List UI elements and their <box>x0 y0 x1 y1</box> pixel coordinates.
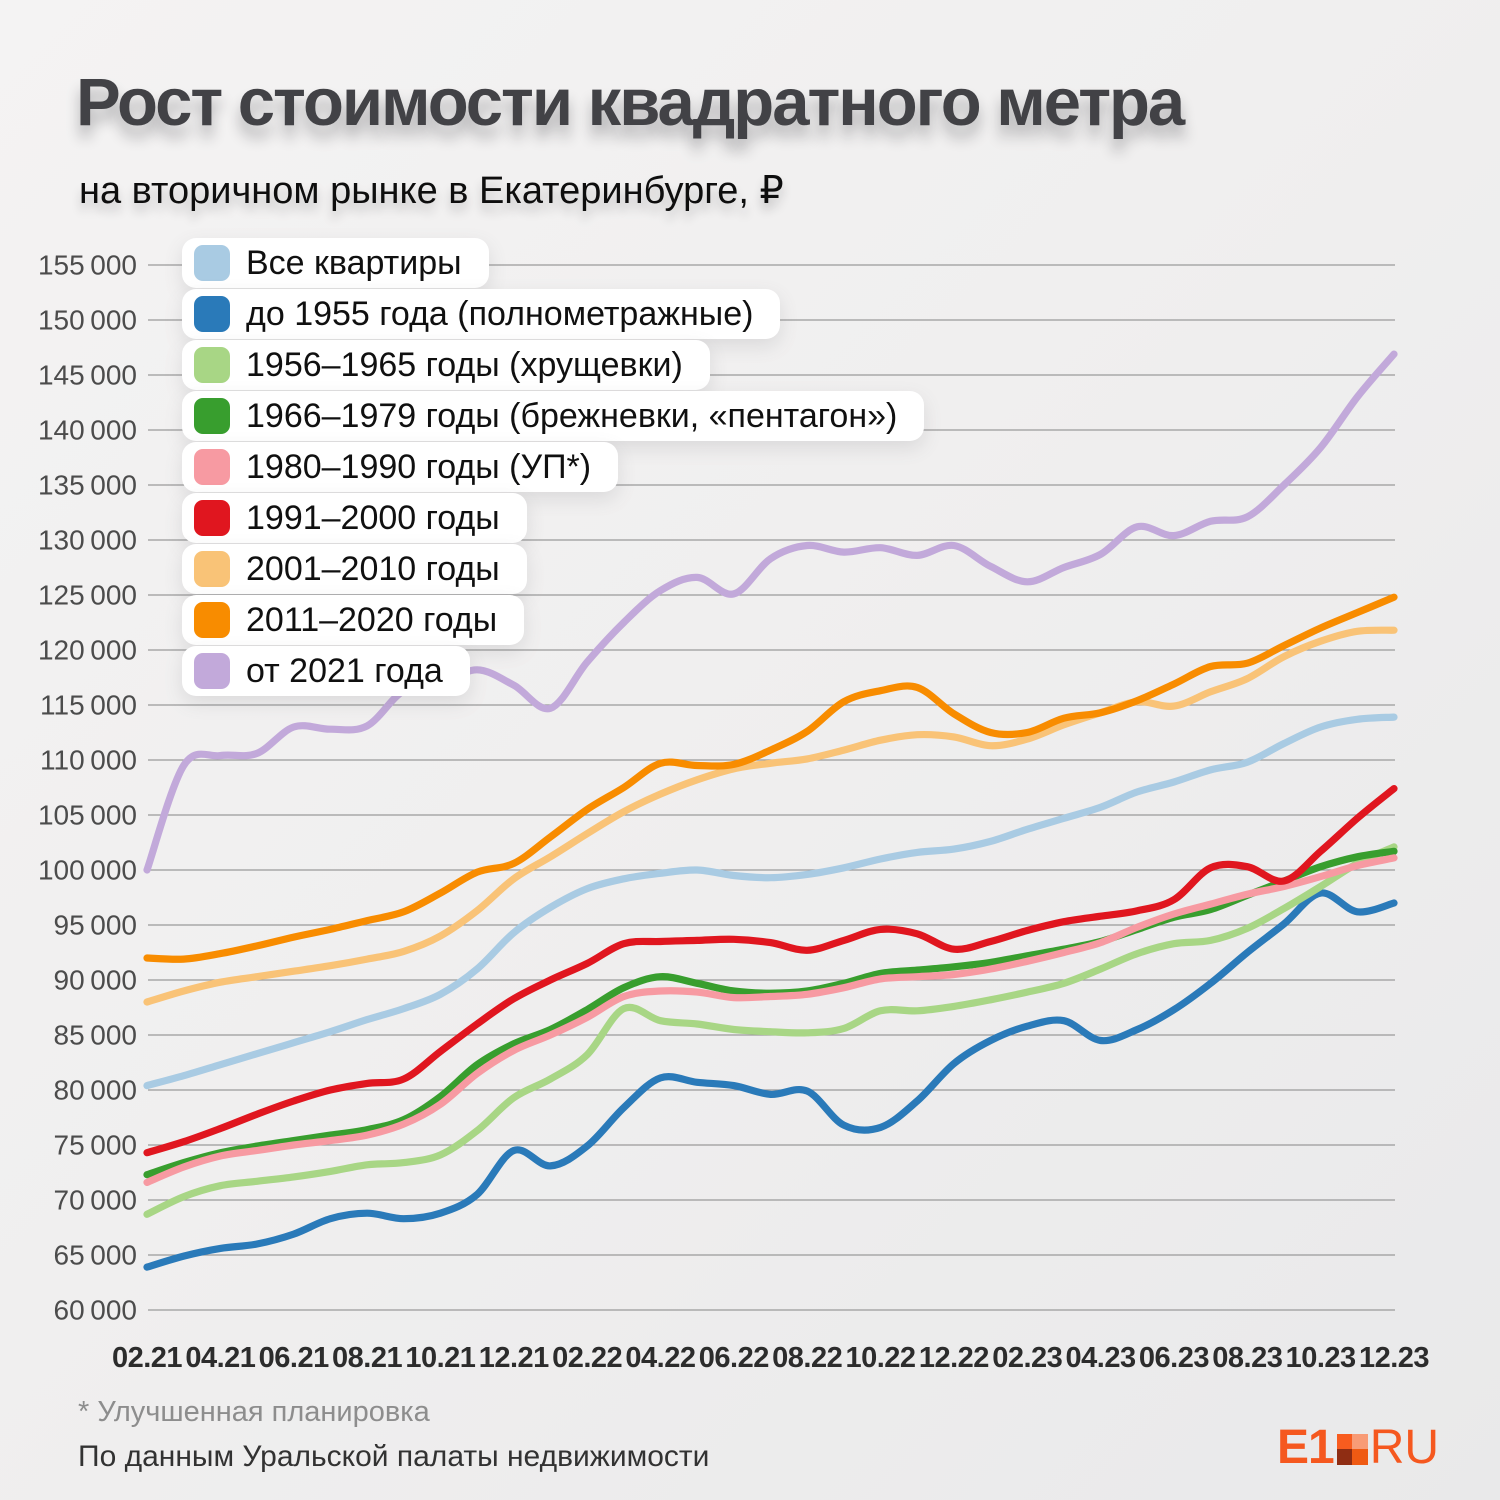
legend-swatch <box>194 449 230 485</box>
x-axis-label: 08.23 <box>1212 1342 1282 1374</box>
series-line-1 <box>143 889 1398 1271</box>
logo-square-quadrant <box>1352 1433 1368 1449</box>
y-axis-label: 130 000 <box>38 525 137 556</box>
x-axis-label: 02.21 <box>112 1342 182 1374</box>
logo-square-quadrant <box>1336 1449 1353 1465</box>
y-axis-label: 155 000 <box>38 250 137 281</box>
series-line-7 <box>143 593 1398 963</box>
y-axis-label: 90 000 <box>54 965 137 996</box>
series-line-5 <box>143 785 1398 1157</box>
x-axis-label: 08.21 <box>332 1342 402 1374</box>
y-axis-label: 135 000 <box>38 470 137 501</box>
x-axis-label: 12.21 <box>479 1342 549 1374</box>
legend-swatch <box>194 602 230 638</box>
y-axis-label: 140 000 <box>38 415 137 446</box>
y-axis-label: 60 000 <box>54 1295 137 1326</box>
series-line-8 <box>143 350 1398 874</box>
series-line-0 <box>143 713 1398 1090</box>
legend-swatch <box>194 551 230 587</box>
legend-swatch <box>194 653 230 689</box>
legend-swatch <box>194 296 230 332</box>
logo-square-icon <box>1336 1433 1368 1465</box>
y-axis-label: 120 000 <box>38 635 137 666</box>
x-axis-label: 10.23 <box>1286 1342 1356 1374</box>
x-axis-label: 12.22 <box>919 1342 989 1374</box>
legend-item: 2001–2010 годы <box>182 544 527 594</box>
y-axis-label: 95 000 <box>54 910 137 941</box>
x-axis-label: 12.23 <box>1359 1342 1429 1374</box>
legend-label: 2011–2020 годы <box>246 601 498 639</box>
y-axis-label: 150 000 <box>38 305 137 336</box>
y-axis-label: 75 000 <box>54 1130 137 1161</box>
legend-label: от 2021 года <box>246 652 443 690</box>
legend-item: до 1955 года (полнометражные) <box>182 289 781 339</box>
x-axis-label: 04.23 <box>1066 1342 1136 1374</box>
series-line-3 <box>143 847 1398 1179</box>
series-line-6 <box>143 626 1398 1006</box>
y-axis-label: 105 000 <box>38 800 137 831</box>
legend-item: 1991–2000 годы <box>182 493 527 543</box>
y-axis-label: 100 000 <box>38 855 137 886</box>
x-axis-label: 04.21 <box>185 1342 255 1374</box>
e1ru-logo: E1 RU <box>1277 1420 1439 1475</box>
chart-legend: Все квартиры до 1955 года (полнометражные… <box>182 238 925 697</box>
legend-label: 2001–2010 годы <box>246 550 500 588</box>
legend-item: 1956–1965 годы (хрущевки) <box>182 340 710 390</box>
logo-e1-text: E1 <box>1277 1421 1335 1474</box>
y-axis-label: 85 000 <box>54 1020 137 1051</box>
footnote-improved-layout: * Улучшенная планировка <box>78 1396 430 1428</box>
page-title: Рост стоимости квадратного метра <box>76 65 1185 140</box>
y-axis-label: 145 000 <box>38 360 137 391</box>
page-subtitle: на вторичном рынке в Екатеринбурге, ₽ <box>79 170 784 212</box>
logo-square-quadrant <box>1336 1433 1353 1449</box>
x-axis-label: 10.21 <box>405 1342 475 1374</box>
legend-label: 1956–1965 годы (хрущевки) <box>246 346 683 384</box>
legend-item: Все квартиры <box>182 238 489 288</box>
legend-swatch <box>194 347 230 383</box>
x-axis-label: 06.21 <box>259 1342 329 1374</box>
legend-item: 1966–1979 годы (брежневки, «пентагон») <box>182 391 925 441</box>
legend-item: 1980–1990 годы (УП*) <box>182 442 619 492</box>
legend-swatch <box>194 245 230 281</box>
x-axis-label: 08.22 <box>772 1342 842 1374</box>
x-axis-label: 04.22 <box>625 1342 695 1374</box>
y-axis-label: 115 000 <box>40 690 137 721</box>
legend-item: от 2021 года <box>182 646 470 696</box>
y-axis-label: 65 000 <box>54 1240 137 1271</box>
y-axis-label: 125 000 <box>38 580 137 611</box>
x-axis-label: 10.22 <box>845 1342 915 1374</box>
legend-swatch <box>194 500 230 536</box>
series-line-4 <box>143 854 1398 1186</box>
legend-label: до 1955 года (полнометражные) <box>246 295 754 333</box>
logo-ru-text: RU <box>1369 1421 1440 1474</box>
legend-label: 1991–2000 годы <box>246 499 500 537</box>
x-axis-label: 02.23 <box>992 1342 1062 1374</box>
legend-label: 1966–1979 годы (брежневки, «пентагон») <box>246 397 898 435</box>
y-axis-label: 110 000 <box>40 745 137 776</box>
y-axis-label: 80 000 <box>54 1075 137 1106</box>
legend-swatch <box>194 398 230 434</box>
x-axis-label: 02.22 <box>552 1342 622 1374</box>
legend-label: 1980–1990 годы (УП*) <box>246 448 592 486</box>
x-axis-label: 06.22 <box>699 1342 769 1374</box>
logo-square-quadrant <box>1352 1449 1368 1465</box>
series-line-2 <box>143 843 1398 1218</box>
legend-item: 2011–2020 годы <box>182 595 525 645</box>
y-axis-label: 70 000 <box>54 1185 137 1216</box>
x-axis-label: 06.23 <box>1139 1342 1209 1374</box>
data-source-caption: По данным Уральской палаты недвижимости <box>78 1440 710 1473</box>
legend-label: Все квартиры <box>246 244 462 282</box>
